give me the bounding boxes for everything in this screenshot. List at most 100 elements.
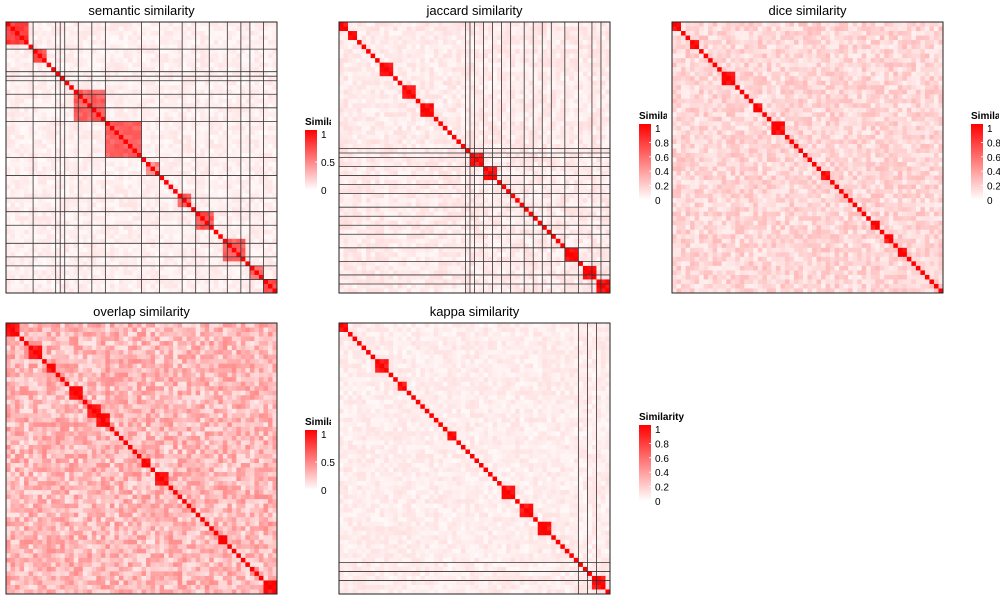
- heatmap-cell: [451, 31, 457, 36]
- heatmap-cell: [118, 80, 124, 86]
- heatmap-cell: [105, 152, 111, 158]
- heatmap-cell: [37, 89, 43, 95]
- heatmap-cell: [146, 125, 151, 131]
- heatmap-cell: [352, 121, 358, 127]
- heatmap-cell: [15, 58, 20, 63]
- heatmap-cell: [254, 202, 260, 208]
- heatmap-cell: [510, 76, 516, 82]
- heatmap-cell: [213, 67, 219, 73]
- heatmap-cell: [191, 116, 197, 122]
- heatmap-cell: [204, 189, 210, 194]
- heatmap-cell: [272, 67, 278, 73]
- heatmap-cell: [87, 216, 93, 222]
- heatmap-cell: [200, 211, 206, 217]
- heatmap-cell: [15, 157, 20, 163]
- heatmap-cell: [46, 184, 52, 190]
- heatmap-cell: [231, 243, 237, 249]
- heatmap-cell: [73, 94, 79, 100]
- heatmap-cell: [28, 148, 34, 154]
- heatmap-cell: [379, 107, 385, 113]
- heatmap-cell: [510, 71, 516, 77]
- heatmap-cell: [442, 107, 448, 113]
- heatmap-cell: [118, 193, 124, 199]
- heatmap-cell: [272, 62, 278, 68]
- heatmap-cell: [37, 107, 43, 113]
- heatmap-cell: [600, 35, 606, 41]
- heatmap-cell: [254, 71, 260, 77]
- heatmap-cell: [177, 85, 183, 91]
- heatmap-cell: [46, 252, 52, 258]
- heatmap-cell: [254, 193, 260, 199]
- heatmap-cell: [222, 184, 228, 190]
- heatmap-cell: [366, 35, 371, 41]
- heatmap-cell: [19, 35, 25, 41]
- heatmap-cell: [78, 225, 84, 231]
- heatmap-cell: [73, 189, 79, 194]
- heatmap-cell: [24, 62, 29, 68]
- heatmap-cell: [123, 143, 129, 149]
- heatmap-cell: [164, 189, 169, 194]
- heatmap-cell: [474, 89, 480, 95]
- heatmap-cell: [397, 67, 403, 73]
- heatmap-cell: [375, 98, 380, 104]
- heatmap-cell: [155, 152, 160, 158]
- heatmap-cell: [249, 53, 255, 59]
- heatmap-cells: [6, 22, 278, 294]
- heatmap-cell: [141, 157, 147, 163]
- heatmap-cell: [69, 283, 75, 289]
- heatmap-cell: [10, 279, 16, 285]
- heatmap-cell: [209, 40, 215, 45]
- heatmap-cell: [195, 252, 201, 258]
- heatmap-cell: [150, 157, 156, 163]
- heatmap-cell: [600, 85, 606, 91]
- heatmap-cell: [218, 53, 224, 59]
- heatmap-cell: [195, 207, 201, 213]
- heatmap-cell: [146, 216, 151, 222]
- heatmap-cell: [159, 243, 165, 249]
- heatmap-cell: [357, 31, 362, 36]
- heatmap-cell: [195, 98, 201, 104]
- heatmap-cell: [231, 193, 237, 199]
- heatmap-cell: [24, 243, 29, 249]
- heatmap-cell: [136, 202, 142, 208]
- heatmap-cell: [123, 31, 129, 36]
- heatmap-cell: [375, 116, 380, 122]
- heatmap-cell: [173, 265, 178, 271]
- heatmap-cell: [46, 107, 52, 113]
- heatmap-cell: [533, 22, 539, 27]
- heatmap-cell: [218, 265, 224, 271]
- heatmap-cell: [51, 49, 57, 54]
- heatmap-cell: [100, 89, 106, 95]
- heatmap-cell: [420, 40, 426, 45]
- heatmap-cell: [195, 76, 201, 82]
- heatmap-cell: [164, 98, 169, 104]
- heatmap-cell: [87, 49, 93, 54]
- heatmap-cell: [218, 220, 224, 226]
- heatmap-cell: [600, 53, 606, 59]
- heatmap-cell: [15, 94, 20, 100]
- heatmap-cell: [78, 234, 84, 240]
- heatmap-cell: [159, 31, 165, 36]
- heatmap-cell: [231, 44, 237, 50]
- heatmap-cell: [515, 40, 521, 45]
- heatmap-cell: [155, 220, 160, 226]
- heatmap-cell: [55, 53, 61, 59]
- heatmap-cell: [109, 225, 115, 231]
- heatmap-cell: [429, 53, 435, 59]
- heatmap-cell: [384, 71, 390, 77]
- heatmap-cell: [227, 157, 233, 163]
- heatmap-cell: [15, 211, 20, 217]
- heatmap-cell: [24, 94, 29, 100]
- heatmap-cell: [73, 58, 79, 63]
- heatmap-cell: [357, 44, 362, 50]
- heatmap-cell: [37, 112, 43, 118]
- heatmap-cell: [510, 49, 516, 54]
- heatmap-cell: [236, 40, 242, 45]
- heatmap-cell: [204, 31, 210, 36]
- heatmap-cell: [15, 252, 20, 258]
- heatmap-cell: [123, 157, 129, 163]
- heatmap-cell: [46, 270, 52, 276]
- heatmap-cell: [240, 152, 246, 158]
- heatmap-cell: [55, 157, 61, 163]
